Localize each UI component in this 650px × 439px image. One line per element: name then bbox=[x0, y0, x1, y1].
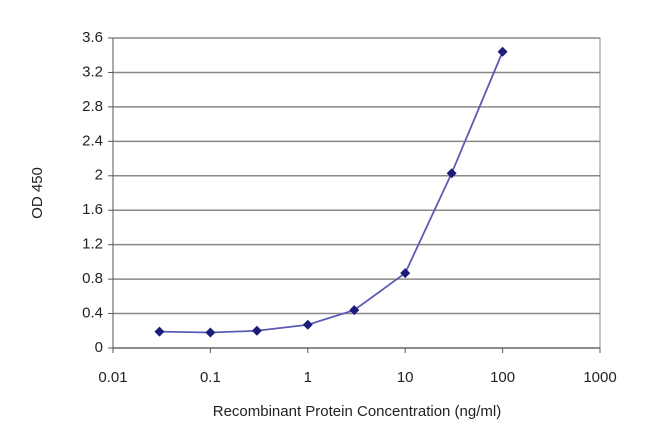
x-tick-label: 0.01 bbox=[98, 369, 127, 386]
y-tick-label: 2 bbox=[95, 167, 103, 184]
data-line bbox=[159, 51, 504, 334]
y-tick-label: 1.2 bbox=[82, 236, 103, 253]
plot-area bbox=[112, 37, 601, 349]
x-tick-label: 1000 bbox=[583, 369, 616, 386]
data-point bbox=[251, 325, 262, 336]
data-point bbox=[446, 168, 457, 179]
y-tick-label: 3.6 bbox=[82, 29, 103, 46]
x-tick-label: 10 bbox=[397, 369, 414, 386]
y-tick-label: 0.4 bbox=[82, 305, 103, 322]
data-point bbox=[302, 319, 313, 330]
x-tick-label: 1 bbox=[304, 369, 312, 386]
data-point bbox=[497, 46, 508, 57]
y-tick-label: 0 bbox=[95, 339, 103, 356]
y-tick-label: 3.2 bbox=[82, 63, 103, 80]
y-axis-label: OD 450 bbox=[29, 167, 46, 219]
y-tick-label: 2.4 bbox=[82, 132, 103, 149]
data-point bbox=[349, 305, 360, 316]
data-point bbox=[400, 268, 411, 279]
data-point bbox=[154, 326, 165, 337]
x-tick-label: 100 bbox=[490, 369, 515, 386]
y-tick-label: 2.8 bbox=[82, 98, 103, 115]
x-tick-label: 0.1 bbox=[200, 369, 221, 386]
data-point bbox=[205, 327, 216, 338]
y-tick-label: 1.6 bbox=[82, 201, 103, 218]
y-tick-label: 0.8 bbox=[82, 270, 103, 287]
x-axis-label: Recombinant Protein Concentration (ng/ml… bbox=[213, 403, 501, 420]
